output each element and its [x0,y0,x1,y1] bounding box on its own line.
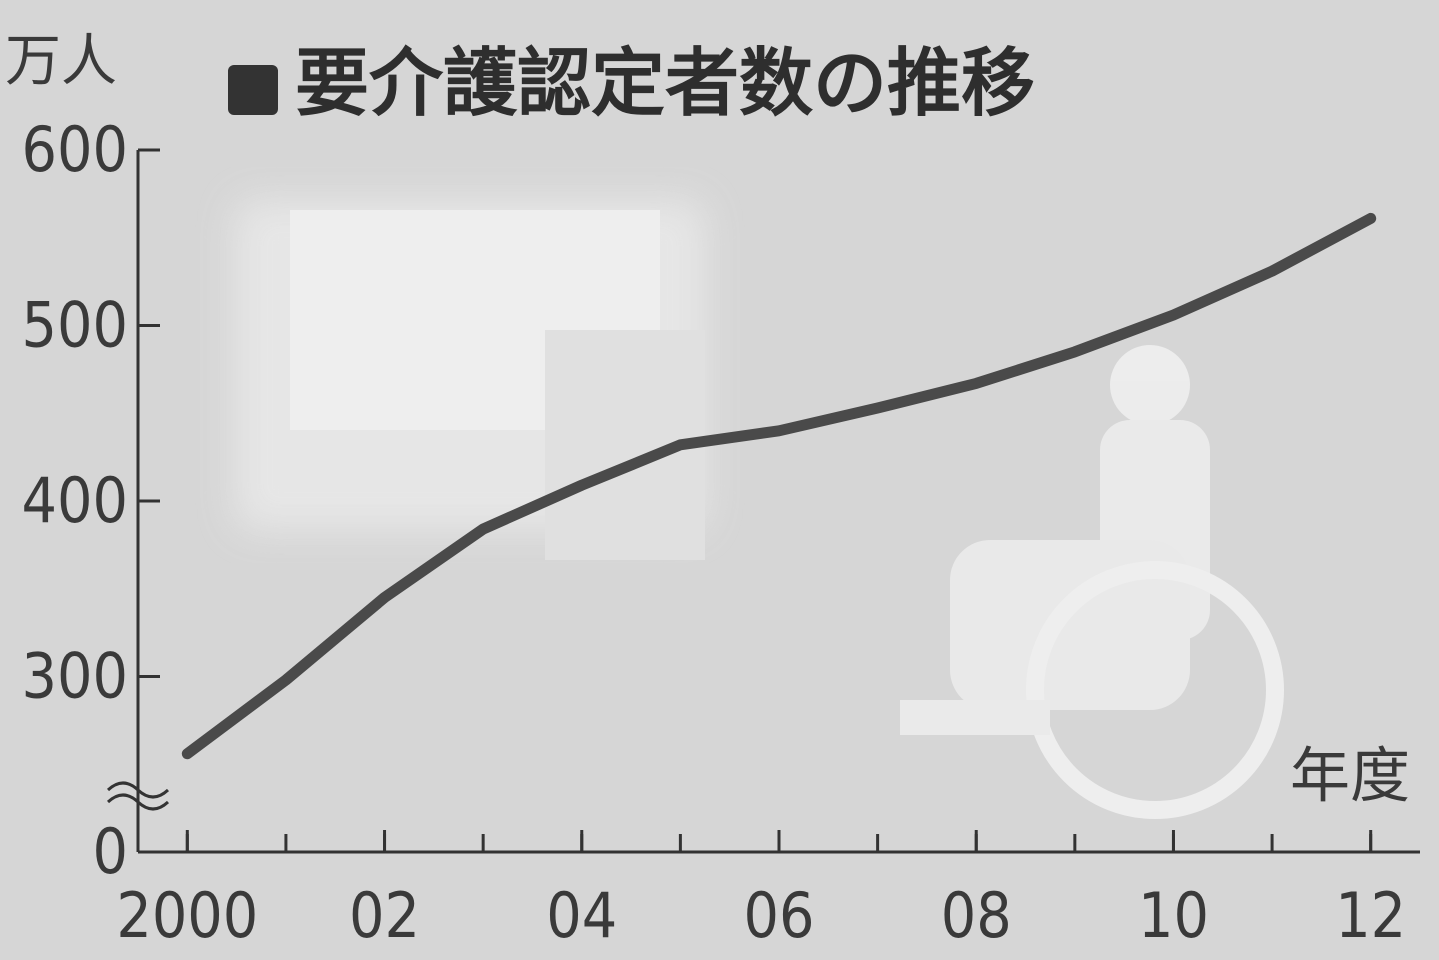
y-axis-label: 万人 [5,29,117,94]
x-tick-label: 04 [546,879,617,952]
y-tick-label: 600 [22,113,128,186]
x-tick-label: 2000 [116,879,258,952]
x-tick-label: 10 [1138,879,1209,952]
chart-title: 要介護認定者数の推移 [295,41,1035,127]
y-tick-label: 300 [22,640,128,713]
y-tick-label: 400 [22,464,128,537]
background [0,0,1439,960]
x-tick-label: 02 [349,879,420,952]
title-icon [228,65,278,115]
x-tick-label: 08 [941,879,1012,952]
y-tick-label: 500 [22,289,128,362]
x-axis-label: 年度 [1290,742,1410,812]
chart: 要介護認定者数の推移 万人 年度 0 300 400 500 600 2000 02 04 06… [0,0,1439,960]
page: 要介護認定者数の推移 万人 年度 0 300 400 500 600 2000 02 04 06… [0,0,1439,960]
x-tick-label: 12 [1335,879,1406,952]
y-tick-label: 0 [93,815,128,888]
bed-illustration [235,200,705,560]
x-tick-label: 06 [744,879,815,952]
